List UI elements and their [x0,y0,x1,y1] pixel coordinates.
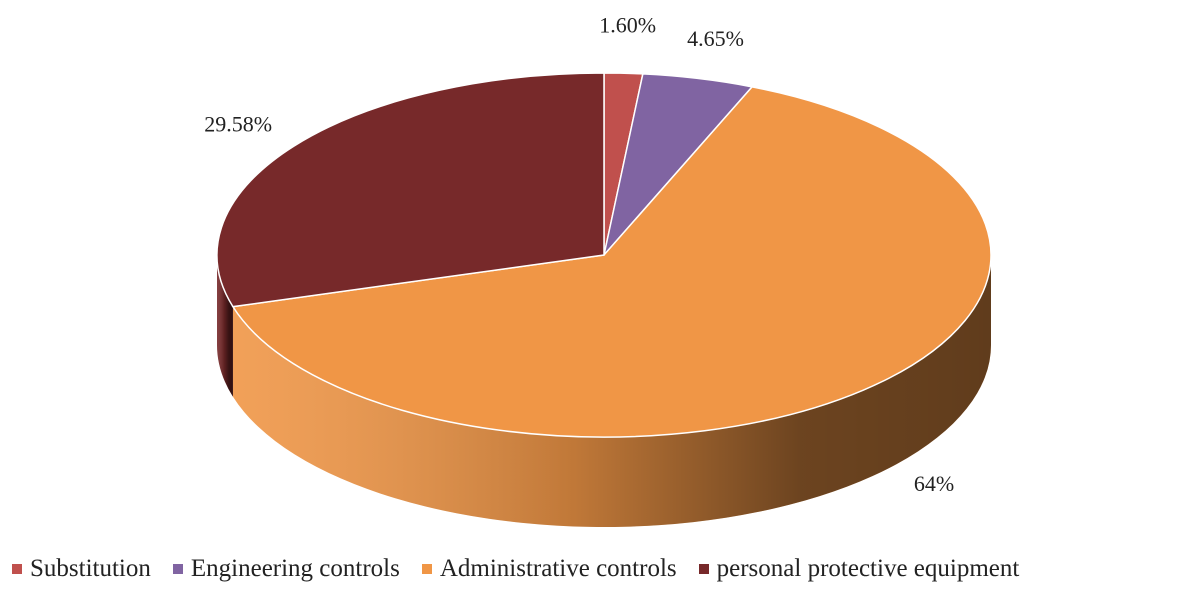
legend-label: Substitution [30,555,151,582]
data-labels: 1.60% 4.65% 64% 29.58% [204,12,954,496]
pie-sides [217,255,991,527]
legend-item: Engineering controls [172,555,400,583]
legend-label: Engineering controls [190,555,400,582]
legend-item: personal protective equipment [698,555,1020,583]
pie-slice-personal-protective-equipment [216,72,605,308]
legend-swatch [12,564,22,574]
pie-slice-administrative-controls [231,86,992,438]
legend-swatch [421,564,432,574]
legend-label: Administrative controls [439,555,677,582]
legend-label: personal protective equipment [716,555,1020,582]
pie-side-3 [217,255,233,397]
legend-item: Administrative controls [421,555,677,583]
data-label-1: 4.65% [687,26,744,51]
legend-swatch [172,564,183,574]
pie-slices [216,72,992,438]
pie-side-2 [232,255,991,527]
data-label-3: 29.58% [204,112,272,137]
data-label-0: 1.60% [599,12,656,37]
legend-item: Substitution [12,555,151,583]
legend: Substitution Engineering controls Administ… [12,552,1041,586]
data-label-2: 64% [914,471,954,496]
legend-swatch [698,564,709,574]
